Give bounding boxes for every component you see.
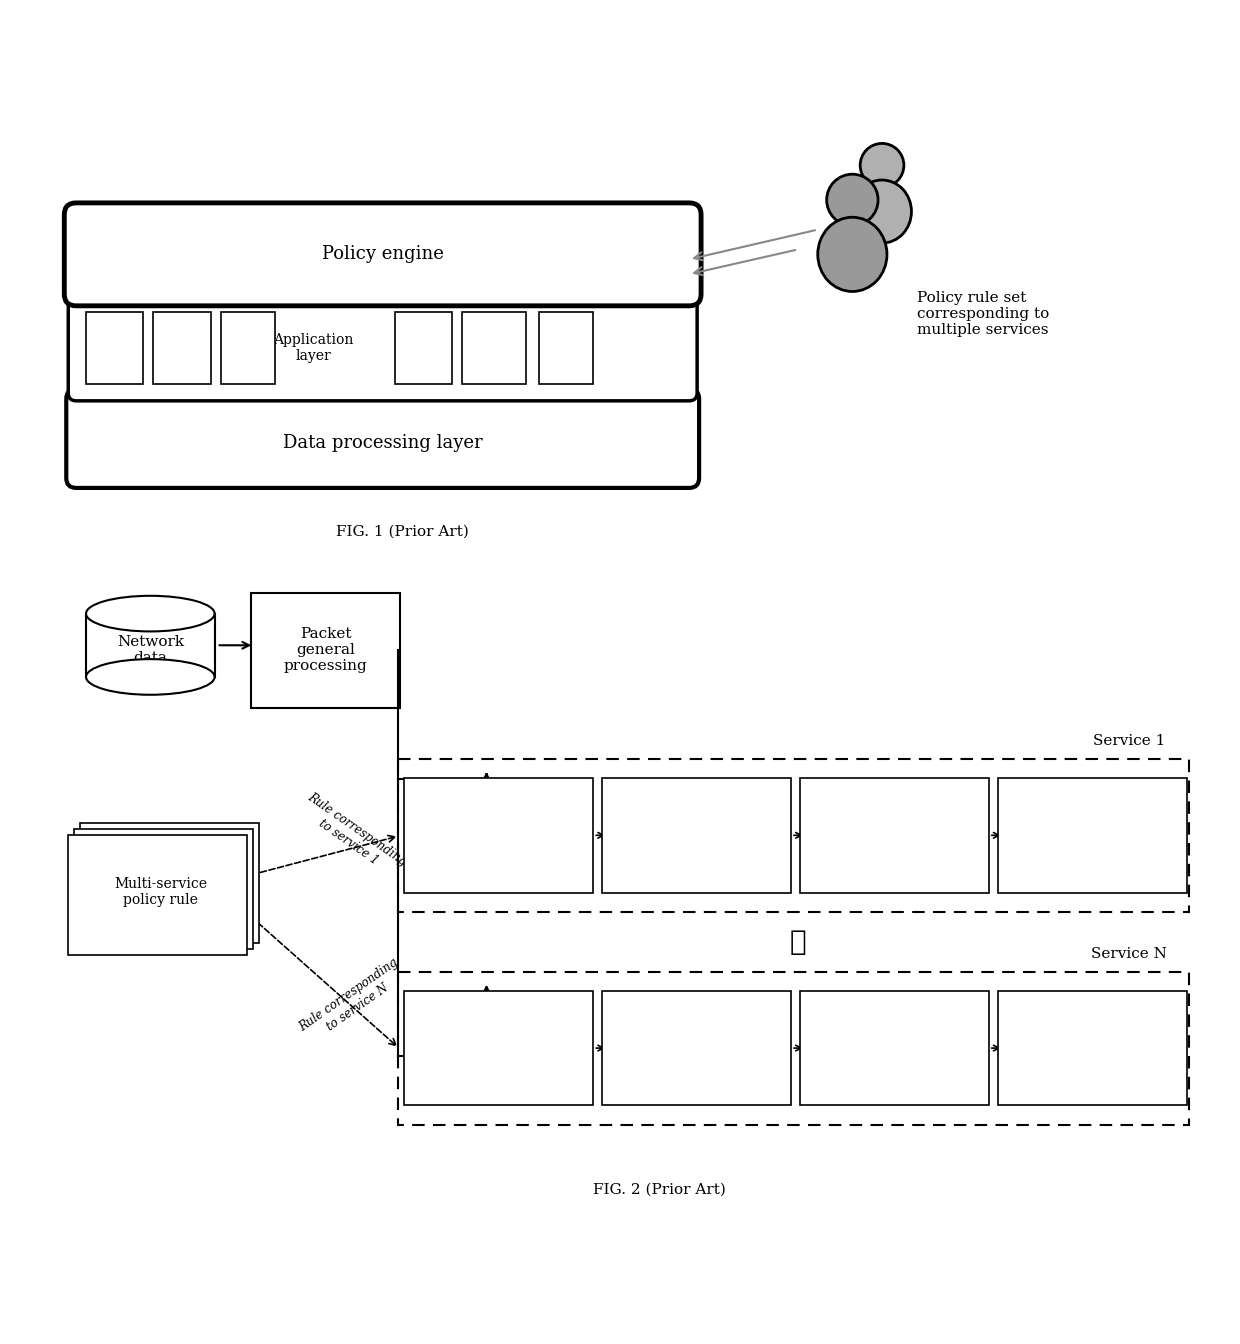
FancyBboxPatch shape bbox=[998, 991, 1187, 1106]
Text: Packet
processing: Packet processing bbox=[458, 1034, 541, 1063]
FancyBboxPatch shape bbox=[68, 835, 247, 956]
Text: Packet
general
processing: Packet general processing bbox=[284, 628, 368, 673]
Text: Condition
matching: Condition matching bbox=[658, 820, 734, 851]
Text: Network
data: Network data bbox=[117, 636, 184, 665]
FancyBboxPatch shape bbox=[221, 312, 275, 384]
FancyBboxPatch shape bbox=[394, 312, 451, 384]
FancyBboxPatch shape bbox=[252, 593, 401, 708]
Ellipse shape bbox=[86, 595, 215, 632]
Text: FIG. 2 (Prior Art): FIG. 2 (Prior Art) bbox=[593, 1183, 725, 1196]
Text: Multi-service
policy rule: Multi-service policy rule bbox=[114, 878, 207, 907]
Text: Rule corresponding
to service N: Rule corresponding to service N bbox=[296, 957, 409, 1047]
FancyBboxPatch shape bbox=[603, 778, 791, 892]
Ellipse shape bbox=[86, 659, 215, 695]
Text: Action
execution: Action execution bbox=[1055, 1034, 1130, 1063]
Ellipse shape bbox=[817, 218, 887, 292]
FancyBboxPatch shape bbox=[86, 312, 144, 384]
Text: ⋮: ⋮ bbox=[790, 929, 806, 956]
Text: Action
execution: Action execution bbox=[1055, 820, 1130, 851]
Text: Rule corresponding
to service 1: Rule corresponding to service 1 bbox=[296, 790, 409, 880]
Text: Service 1: Service 1 bbox=[1092, 734, 1166, 749]
Text: WOC: WOC bbox=[164, 341, 200, 355]
Ellipse shape bbox=[861, 144, 904, 187]
FancyBboxPatch shape bbox=[74, 829, 253, 949]
Text: Policy rule set
corresponding to
multiple services: Policy rule set corresponding to multipl… bbox=[916, 290, 1049, 337]
Text: ...: ... bbox=[559, 341, 573, 355]
Text: Rule
verification: Rule verification bbox=[851, 1034, 939, 1063]
Text: Policy engine: Policy engine bbox=[321, 246, 444, 263]
FancyBboxPatch shape bbox=[539, 312, 593, 384]
FancyBboxPatch shape bbox=[398, 759, 1189, 913]
Text: URLF: URLF bbox=[474, 341, 515, 355]
FancyBboxPatch shape bbox=[68, 296, 697, 401]
FancyBboxPatch shape bbox=[86, 610, 215, 680]
Text: IPS: IPS bbox=[412, 341, 435, 355]
Ellipse shape bbox=[853, 180, 911, 243]
FancyBboxPatch shape bbox=[404, 778, 593, 892]
Text: Rule
verification: Rule verification bbox=[851, 820, 939, 851]
Text: Service N: Service N bbox=[1091, 948, 1167, 961]
FancyBboxPatch shape bbox=[603, 991, 791, 1106]
Text: Application
layer: Application layer bbox=[273, 333, 353, 363]
Text: Packet
processing: Packet processing bbox=[458, 820, 541, 851]
Text: ...: ... bbox=[242, 341, 254, 355]
FancyBboxPatch shape bbox=[398, 972, 1189, 1125]
FancyBboxPatch shape bbox=[81, 824, 259, 943]
FancyBboxPatch shape bbox=[800, 991, 988, 1106]
FancyBboxPatch shape bbox=[800, 778, 988, 892]
FancyBboxPatch shape bbox=[154, 312, 211, 384]
Text: ADC: ADC bbox=[99, 341, 130, 355]
FancyBboxPatch shape bbox=[404, 991, 593, 1106]
Ellipse shape bbox=[827, 175, 878, 226]
Text: FIG. 1 (Prior Art): FIG. 1 (Prior Art) bbox=[336, 524, 469, 539]
FancyBboxPatch shape bbox=[64, 203, 701, 306]
FancyBboxPatch shape bbox=[461, 312, 526, 384]
FancyBboxPatch shape bbox=[66, 388, 699, 488]
Text: Condition
matching: Condition matching bbox=[658, 1034, 734, 1063]
Text: Data processing layer: Data processing layer bbox=[283, 434, 482, 453]
FancyBboxPatch shape bbox=[998, 778, 1187, 892]
